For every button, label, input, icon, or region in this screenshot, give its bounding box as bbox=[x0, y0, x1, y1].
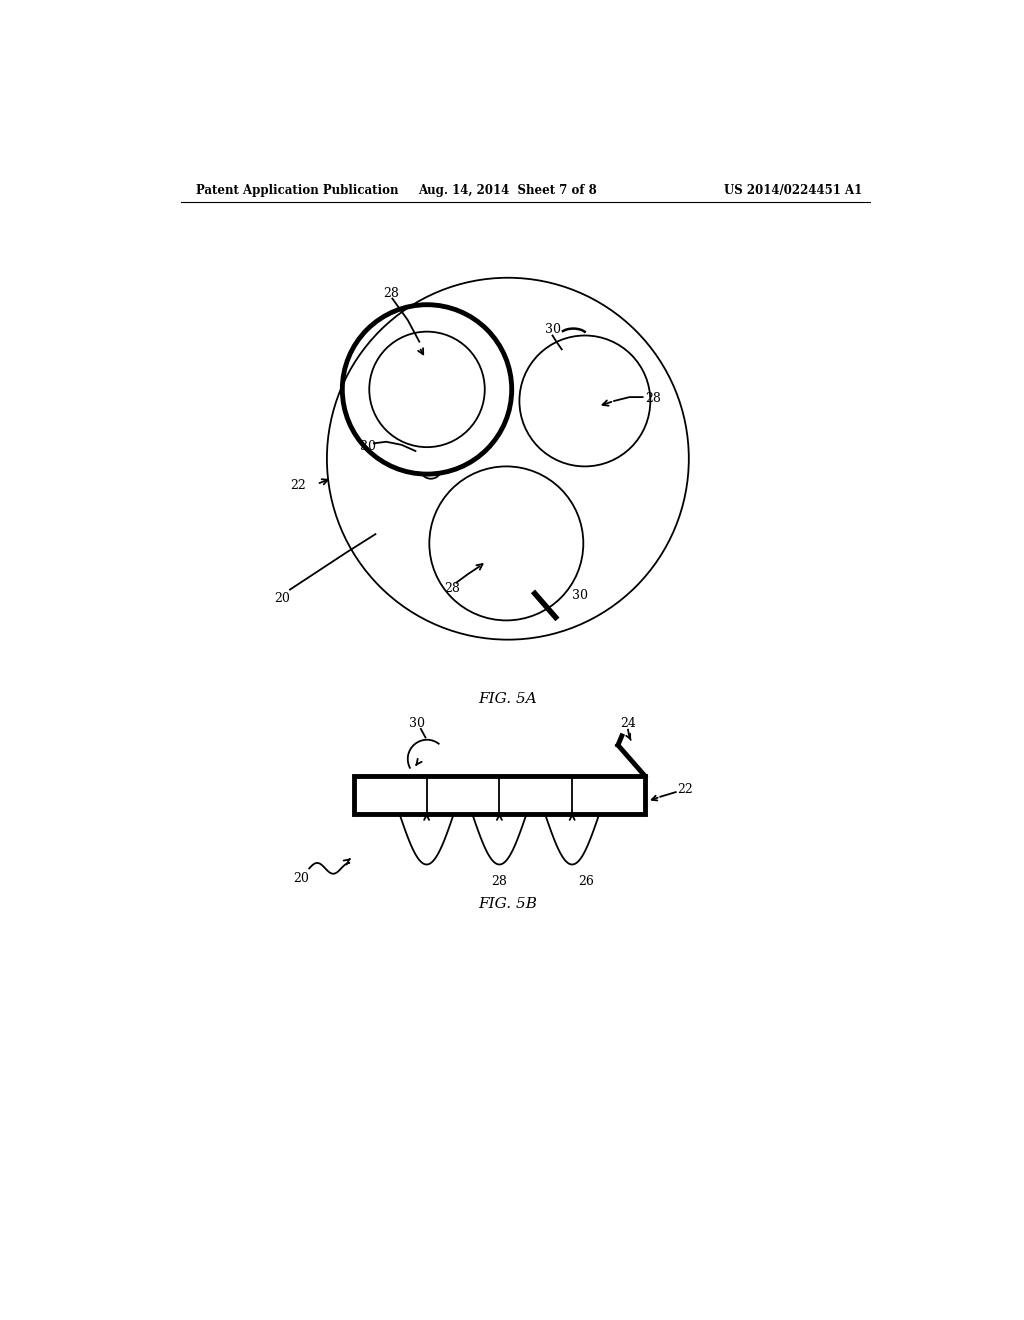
Text: 28: 28 bbox=[444, 582, 461, 594]
Text: 24: 24 bbox=[621, 717, 636, 730]
Text: 30: 30 bbox=[571, 589, 588, 602]
Text: 28: 28 bbox=[492, 875, 507, 888]
Text: FIG. 5A: FIG. 5A bbox=[478, 692, 538, 706]
Text: 22: 22 bbox=[291, 479, 306, 492]
Text: Aug. 14, 2014  Sheet 7 of 8: Aug. 14, 2014 Sheet 7 of 8 bbox=[419, 185, 597, 197]
Text: 30: 30 bbox=[545, 323, 560, 335]
Text: FIG. 5B: FIG. 5B bbox=[478, 896, 538, 911]
Bar bbox=[354, 776, 645, 814]
Text: 20: 20 bbox=[294, 871, 309, 884]
Text: 28: 28 bbox=[383, 286, 398, 300]
Text: 30: 30 bbox=[359, 440, 376, 453]
Text: 26: 26 bbox=[579, 875, 594, 888]
Text: 30: 30 bbox=[409, 717, 425, 730]
Text: 22: 22 bbox=[677, 783, 693, 796]
Text: 20: 20 bbox=[274, 593, 290, 606]
Text: US 2014/0224451 A1: US 2014/0224451 A1 bbox=[724, 185, 862, 197]
Text: 28: 28 bbox=[645, 392, 660, 405]
Text: Patent Application Publication: Patent Application Publication bbox=[196, 185, 398, 197]
